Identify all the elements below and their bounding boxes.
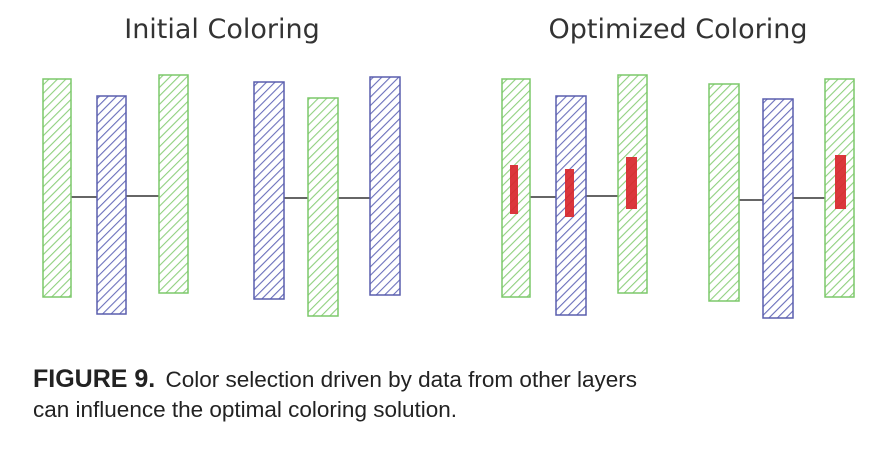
- green-shape: [42, 78, 72, 298]
- caption-line-1: Color selection driven by data from othe…: [165, 367, 637, 392]
- red-marker: [565, 169, 574, 217]
- green-shape: [708, 83, 740, 302]
- green-shape: [307, 97, 339, 317]
- red-marker: [835, 155, 846, 209]
- red-marker: [510, 165, 518, 214]
- optimized-coloring-title: Optimized Coloring: [548, 14, 808, 45]
- blue-shape: [96, 95, 127, 315]
- figure-caption: FIGURE 9. Color selection driven by data…: [33, 364, 637, 425]
- caption-line-2: can influence the optimal coloring solut…: [33, 397, 458, 422]
- coloring-diagram: [42, 74, 855, 319]
- red-marker: [626, 157, 637, 209]
- blue-shape: [762, 98, 794, 319]
- blue-shape: [253, 81, 285, 300]
- figure-label: FIGURE 9.: [33, 365, 156, 393]
- green-shape: [158, 74, 189, 294]
- green-shape: [617, 74, 648, 294]
- initial-coloring-title: Initial Coloring: [124, 14, 320, 45]
- blue-shape: [369, 76, 401, 296]
